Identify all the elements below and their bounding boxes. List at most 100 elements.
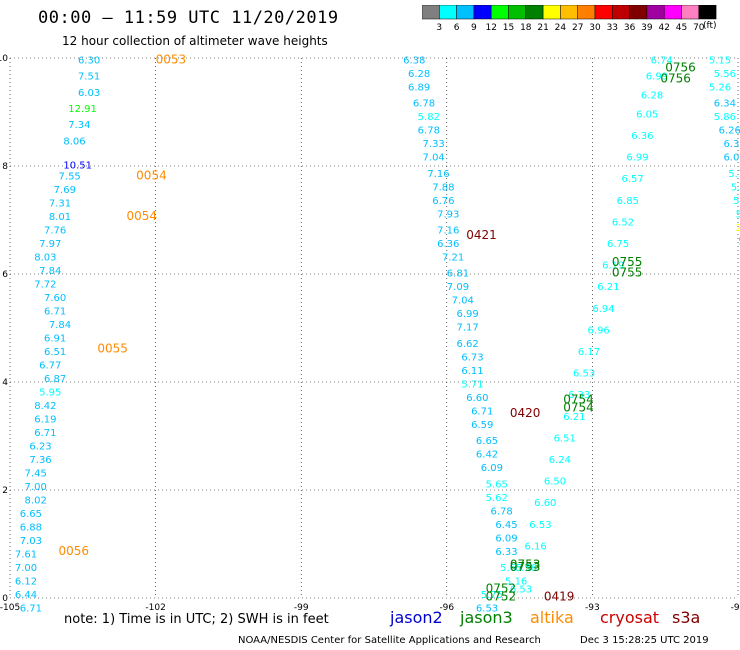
wave-height-value: 6.87 xyxy=(44,374,66,385)
wave-height-value: 6.62 xyxy=(457,339,479,350)
color-scale-label: 24 xyxy=(555,23,567,33)
x-tick-label: -105 xyxy=(0,603,20,613)
pass-time-label: 0756 xyxy=(665,61,696,75)
chart-subtitle: 12 hour collection of altimeter wave hei… xyxy=(62,34,328,48)
wave-height-value: 6.07 xyxy=(723,153,740,164)
wave-height-value: 6.78 xyxy=(490,506,512,517)
wave-height-value: 6.21 xyxy=(597,282,619,293)
wave-height-value: 7.76 xyxy=(44,226,66,237)
wave-height-value: 7.00 xyxy=(15,563,37,574)
wave-height-value: 6.73 xyxy=(461,352,483,363)
wave-height-value: 7.33 xyxy=(423,139,445,150)
wave-height-value: 5.75 xyxy=(481,590,503,601)
wave-height-value: 7.60 xyxy=(44,293,66,304)
wave-height-value: 5.95 xyxy=(39,388,61,399)
wave-height-value: 6.65 xyxy=(20,509,42,520)
wave-height-value: 7.88 xyxy=(432,182,454,193)
wave-height-value: 5.65 xyxy=(500,563,522,574)
wave-height-value: 7.09 xyxy=(447,282,469,293)
wave-height-value: 6.81 xyxy=(447,269,469,280)
wave-height-value: 7.69 xyxy=(54,185,76,196)
wave-height-value: 6.53 xyxy=(573,369,595,380)
wave-height-value: 6.19 xyxy=(34,415,56,426)
footer-date: Dec 3 15:28:25 UTC 2019 xyxy=(580,635,709,646)
color-scale-label: 33 xyxy=(607,23,618,33)
color-scale-unit: (ft) xyxy=(703,21,717,31)
wave-height-value: 6.71 xyxy=(44,307,66,318)
wave-height-value: 6.94 xyxy=(592,304,614,315)
wave-height-value: 8.42 xyxy=(34,401,56,412)
pass-time-label: 0055 xyxy=(97,341,128,355)
color-scale-label: 27 xyxy=(572,23,583,33)
wave-height-value: 8.03 xyxy=(34,253,56,264)
y-tick-label: 8 xyxy=(2,162,8,172)
wave-height-value: 7.55 xyxy=(59,172,81,183)
x-tick-label: -90 xyxy=(731,603,740,613)
x-tick-label: -93 xyxy=(585,603,600,613)
pass-time-label: 0756 xyxy=(660,71,691,85)
wave-height-value: 6.74 xyxy=(651,55,673,66)
wave-height-value: 6.60 xyxy=(466,393,488,404)
wave-height-value: 6.76 xyxy=(432,196,454,207)
wave-height-value: 7.17 xyxy=(457,323,479,334)
color-scale-label: 6 xyxy=(454,23,460,33)
color-scale-label: 21 xyxy=(537,23,548,33)
y-tick-label: 4 xyxy=(2,378,8,388)
wave-height-value: 7.36 xyxy=(29,455,51,466)
y-tick-label: 6 xyxy=(2,270,8,280)
wave-height-value: 7.72 xyxy=(34,280,56,291)
wave-height-value: 5.26 xyxy=(709,82,731,93)
wave-height-value: 10.51 xyxy=(63,161,92,172)
wave-height-value: 6.77 xyxy=(39,361,61,372)
wave-height-value: 6.38 xyxy=(403,55,425,66)
wave-height-value: 5.82 xyxy=(418,112,440,123)
wave-height-value: 6.99 xyxy=(626,153,648,164)
pass-time-label: 0752 xyxy=(486,590,517,604)
legend-altika: altika xyxy=(530,608,574,627)
wave-height-value: 6.51 xyxy=(554,433,576,444)
wave-height-value: 6.17 xyxy=(578,347,600,358)
wave-height-value: 22 xyxy=(736,223,740,234)
wave-height-value: 8.02 xyxy=(25,496,47,507)
wave-height-value: 7.84 xyxy=(39,266,61,277)
wave-height-value: 5 xyxy=(738,236,740,247)
chart-title: 00:00 – 11:59 UTC 11/20/2019 xyxy=(38,8,339,28)
wave-height-value: 5. xyxy=(736,209,740,220)
wave-height-value: 6.99 xyxy=(457,309,479,320)
wave-height-value: 7.21 xyxy=(442,253,464,264)
wave-height-value: 6.53 xyxy=(529,520,551,531)
wave-height-value: 6.28 xyxy=(408,69,430,80)
wave-height-value: 5.6 xyxy=(733,196,740,207)
footer-credit: NOAA/NESDIS Center for Satellite Applica… xyxy=(238,635,541,646)
color-scale-label: 3 xyxy=(436,23,442,33)
x-tick-label: -102 xyxy=(145,603,165,613)
wave-height-value: 6.09 xyxy=(481,463,503,474)
wave-height-value: 6.85 xyxy=(617,196,639,207)
wave-height-value: 6.51 xyxy=(44,347,66,358)
wave-height-value: 6.78 xyxy=(413,99,435,110)
color-scale-label: 39 xyxy=(641,23,653,33)
pass-time-label: 0755 xyxy=(612,266,643,280)
wave-height-value: 6.89 xyxy=(408,82,430,93)
wave-height-value: 6.42 xyxy=(476,450,498,461)
color-scale-label: 30 xyxy=(589,23,601,33)
wave-height-value: 6.19 xyxy=(602,261,624,272)
pass-time-label: 0054 xyxy=(136,169,167,183)
wave-height-value: 6.12 xyxy=(15,577,37,588)
pass-time-label: 0054 xyxy=(126,209,157,223)
wave-height-value: 5.65 xyxy=(486,479,508,490)
color-scale-label: 15 xyxy=(503,23,514,33)
wave-height-value: 6.28 xyxy=(641,91,663,102)
wave-height-value: 12.91 xyxy=(68,104,97,115)
pass-time-label: 0755 xyxy=(612,255,643,269)
y-tick-label: 2 xyxy=(2,486,8,496)
wave-height-value: 6.44 xyxy=(15,590,37,601)
color-scale-label: 70 xyxy=(693,23,705,33)
wave-height-value: 6.03 xyxy=(78,88,100,99)
color-scale-label: 9 xyxy=(471,23,477,33)
wave-height-value: 5.71 xyxy=(461,379,483,390)
wave-height-value: 6.71 xyxy=(471,406,493,417)
wave-height-value: 6.31 xyxy=(723,139,740,150)
wave-height-value: 6.11 xyxy=(461,366,483,377)
